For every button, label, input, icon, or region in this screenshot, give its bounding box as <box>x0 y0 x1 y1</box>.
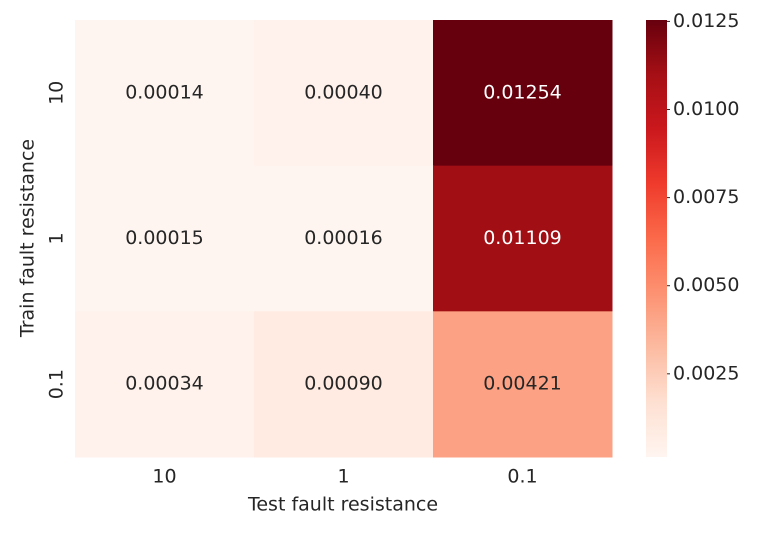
heatmap-cell <box>254 165 434 312</box>
heatmap-cell <box>75 165 255 312</box>
heatmap-cell <box>75 20 255 167</box>
heatmap-cell <box>254 311 434 458</box>
x-tick-label: 1 <box>337 466 349 488</box>
cell-label: 0.01109 <box>483 227 562 249</box>
colorbar-tick-label: 0.0025 <box>673 362 739 384</box>
x-axis-label: Test fault resistance <box>247 494 438 516</box>
heatmap-cell <box>254 20 434 167</box>
colorbar-tick-label: 0.0125 <box>673 10 739 32</box>
colorbar <box>646 20 667 457</box>
y-tick-label: 0.1 <box>46 369 68 399</box>
heatmap-cell <box>75 311 255 458</box>
y-tick-label: 1 <box>46 232 68 244</box>
cell-label: 0.01254 <box>483 81 562 103</box>
cell-label: 0.00016 <box>304 227 383 249</box>
cell-label: 0.00421 <box>483 373 562 395</box>
cell-label: 0.00015 <box>125 227 204 249</box>
heatmap-cell <box>433 20 613 167</box>
colorbar-tick-label: 0.0100 <box>673 98 739 120</box>
cell-label: 0.00014 <box>125 81 204 103</box>
cell-label: 0.00034 <box>125 373 204 395</box>
y-axis-label: Train fault resistance <box>17 139 39 338</box>
colorbar-tick-label: 0.0050 <box>673 274 739 296</box>
heatmap-cell <box>433 311 613 458</box>
x-tick-label: 0.1 <box>507 466 537 488</box>
cell-label: 0.00040 <box>304 81 383 103</box>
y-tick-label: 10 <box>46 81 68 105</box>
colorbar-tick-label: 0.0075 <box>673 186 739 208</box>
heatmap-cell <box>433 165 613 312</box>
x-tick-label: 10 <box>152 466 176 488</box>
cell-label: 0.00090 <box>304 373 383 395</box>
